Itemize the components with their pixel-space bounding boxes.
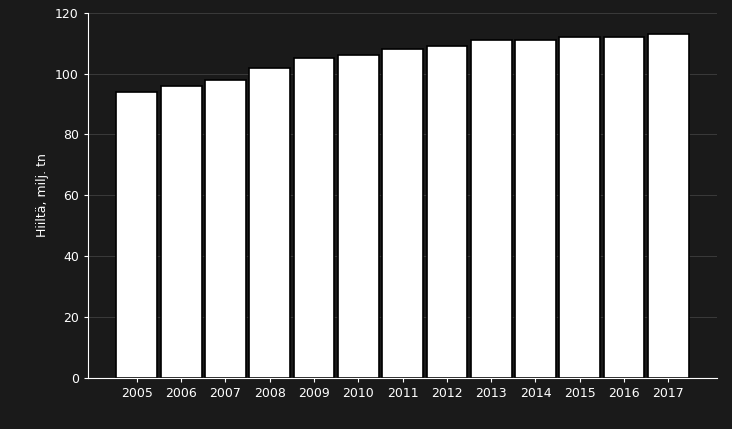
Bar: [205, 80, 246, 378]
Bar: [559, 37, 600, 378]
Bar: [382, 49, 423, 378]
Bar: [161, 86, 201, 378]
Y-axis label: Hiiltä, milj. tn: Hiiltä, milj. tn: [37, 153, 49, 237]
Bar: [250, 67, 290, 378]
Bar: [604, 37, 644, 378]
Bar: [338, 55, 378, 378]
Bar: [427, 46, 467, 378]
Bar: [471, 40, 512, 378]
Bar: [294, 58, 335, 378]
Bar: [515, 40, 556, 378]
Bar: [648, 34, 689, 378]
Bar: [116, 92, 157, 378]
